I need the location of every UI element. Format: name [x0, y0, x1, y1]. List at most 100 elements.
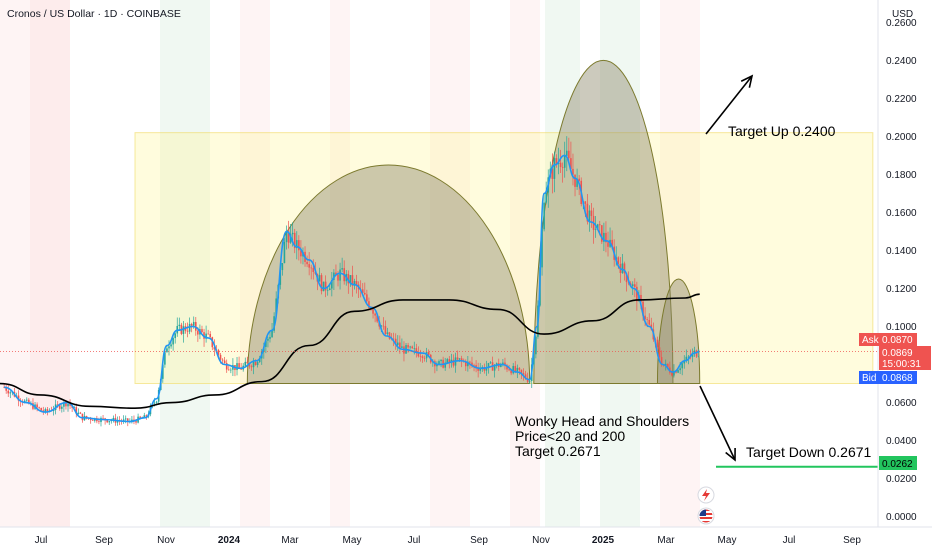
candle-body-193: [401, 346, 403, 348]
candle-body-43: [91, 420, 94, 421]
candle-body-236: [489, 362, 492, 364]
candle-body-80: [168, 346, 170, 349]
ask-label: Ask: [862, 335, 880, 346]
candle-body-197: [409, 346, 411, 348]
candle-body-163: [339, 269, 341, 281]
candle-body-291: [603, 232, 605, 242]
bid-label: Bid: [862, 373, 876, 384]
candle-body-330: [683, 360, 686, 364]
lightning-icon[interactable]: [697, 486, 715, 504]
price-tick-label: 0.2600: [886, 18, 917, 29]
candle-body-77: [162, 364, 164, 379]
candle-body-225: [467, 361, 469, 367]
candle-body-257: [533, 354, 535, 365]
candle-body-235: [487, 363, 490, 368]
ask-value: 0.0870: [882, 335, 913, 346]
candle-body-196: [407, 345, 409, 348]
candle-body-150: [312, 267, 315, 273]
candle-body-289: [598, 224, 601, 226]
candle-body-68: [143, 415, 146, 419]
candle-body-19: [42, 410, 45, 412]
candle-body-3: [9, 392, 12, 394]
candle-body-190: [394, 338, 397, 345]
candle-body-50: [106, 420, 108, 423]
ma200-line: [0, 293, 700, 410]
candle-body-78: [164, 352, 166, 365]
candle-body-155: [322, 281, 325, 292]
candle-body-234: [485, 367, 488, 371]
candle-body-187: [388, 332, 391, 339]
candle-body-274: [568, 150, 570, 159]
candle-body-11: [25, 399, 28, 401]
candle-body-212: [440, 359, 442, 362]
time-tick-label: May: [343, 535, 362, 546]
candle-body-215: [446, 359, 449, 363]
candle-body-169: [351, 275, 354, 286]
candle-body-121: [252, 361, 255, 368]
candle-body-7: [17, 395, 20, 401]
price-tick-label: 0.0200: [886, 474, 917, 485]
candle-body-69: [145, 415, 148, 417]
candle-body-140: [291, 232, 294, 235]
candle-body-66: [139, 416, 141, 418]
candle-body-321: [664, 363, 667, 366]
candle-body-17: [38, 407, 40, 409]
candle-body-149: [310, 267, 313, 269]
candle-body-60: [126, 418, 129, 422]
time-tick-label: Nov: [532, 535, 550, 546]
candle-body-181: [376, 315, 378, 322]
candle-body-253: [524, 374, 527, 379]
time-tick-label: 2024: [218, 535, 241, 546]
candle-body-218: [452, 359, 455, 366]
session-band-6: [510, 0, 540, 527]
candle-body-249: [516, 367, 519, 372]
candle-body-231: [479, 368, 482, 371]
currency-label[interactable]: USD: [892, 9, 913, 20]
candle-body-278: [576, 178, 578, 187]
candle-body-123: [256, 362, 259, 366]
candle-body-136: [283, 241, 286, 264]
candle-body-85: [178, 324, 181, 326]
candle-body-135: [281, 263, 284, 271]
candle-body-154: [320, 275, 323, 292]
candle-body-189: [392, 338, 395, 340]
time-tick-label: Sep: [470, 535, 488, 546]
candle-body-337: [697, 356, 700, 357]
candle-body-317: [656, 339, 659, 348]
us-flag-icon[interactable]: [697, 507, 715, 525]
candle-body-312: [646, 319, 648, 320]
candle-body-21: [46, 409, 49, 412]
chart-title: Cronos / US Dollar · 1D · COINBASE: [7, 8, 181, 20]
candle-body-82: [172, 338, 174, 345]
candle-body-263: [545, 192, 547, 203]
candle-body-202: [419, 356, 422, 357]
candle-body-238: [493, 366, 496, 371]
candle-body-27: [58, 404, 61, 409]
price-tick-label: 0.2400: [886, 56, 917, 67]
candle-body-332: [687, 356, 690, 358]
time-tick-label: Jul: [35, 535, 48, 546]
candle-body-241: [500, 364, 502, 367]
candle-body-318: [658, 347, 661, 358]
candle-body-142: [295, 240, 298, 249]
candle-body-251: [520, 369, 523, 374]
candle-body-243: [504, 362, 506, 366]
candle-body-108: [225, 363, 228, 370]
time-tick-label: 2025: [592, 535, 615, 546]
candle-body-168: [349, 275, 352, 284]
candle-body-255: [528, 380, 531, 382]
candle-body-113: [236, 363, 238, 371]
candle-body-322: [666, 363, 669, 368]
candle-body-62: [131, 419, 133, 422]
candle-body-104: [217, 350, 220, 355]
candle-body-224: [464, 361, 467, 367]
candle-body-336: [695, 350, 698, 357]
candle-body-110: [230, 369, 232, 371]
time-axis[interactable]: Jul Sep Nov 2024 Mar May Jul Sep Nov 2025 Mar May Ju…: [35, 535, 862, 546]
candle-body-158: [328, 288, 331, 290]
price-axis[interactable]: 0.2600 0.2400 0.2200 0.2000 0.1800 0.1600 0.14…: [886, 18, 917, 523]
candle-body-1: [5, 387, 7, 391]
candle-body-310: [642, 301, 644, 316]
